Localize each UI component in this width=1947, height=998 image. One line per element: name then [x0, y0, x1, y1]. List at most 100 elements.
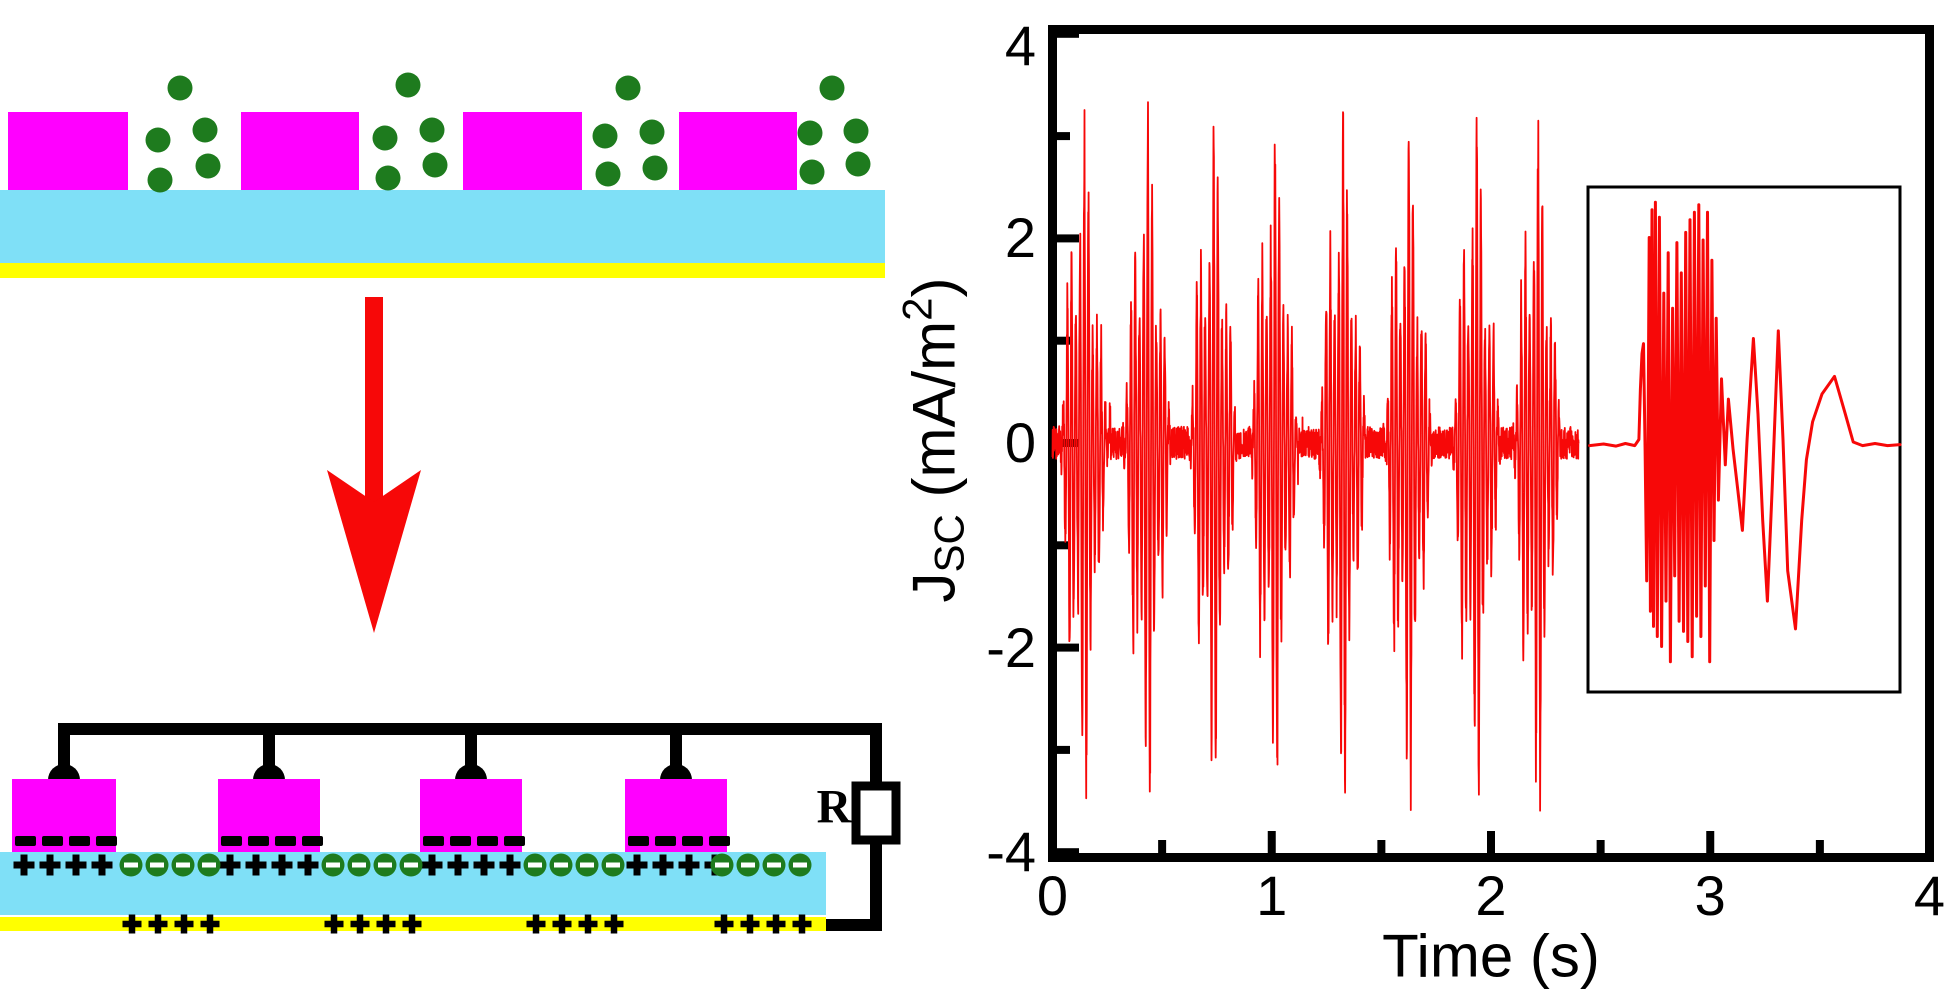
negative-charge-dash-1-3: [69, 836, 90, 846]
circuit-wire-right-upper: [870, 723, 882, 786]
negative-ion-minus-bar-14: [741, 862, 755, 868]
resistor-label: R: [816, 780, 852, 834]
positive-charge-plus-yellow-12: [604, 914, 624, 934]
positive-charge-plus-yellow-14: [740, 914, 760, 934]
negative-charge-dash-4-3: [682, 836, 703, 846]
y-axis-title: JSC (mA/m2): [893, 277, 972, 603]
positive-charge-plus-yellow-3: [174, 914, 194, 934]
positive-charge-plus-yellow-2: [148, 914, 168, 934]
particle-dot-16: [819, 75, 845, 101]
particle-dot-10: [422, 152, 448, 178]
positive-charge-plus-cyan-2: [39, 854, 61, 876]
positive-charge-plus-cyan-3: [65, 854, 87, 876]
positive-charge-plus-yellow-10: [552, 914, 572, 934]
negative-charge-dash-1-4: [96, 836, 117, 846]
circuit-wire-right-lower: [870, 840, 882, 931]
negative-ion-minus-bar-15: [767, 862, 781, 868]
positive-charge-plus-cyan-11: [473, 854, 495, 876]
positive-charge-plus-yellow-15: [766, 914, 786, 934]
positive-charge-plus-yellow-8: [402, 914, 422, 934]
positive-charge-plus-cyan-15: [678, 854, 700, 876]
positive-charge-plus-cyan-12: [499, 854, 521, 876]
particle-dot-9: [375, 165, 401, 191]
y-minor-tick-3: [1057, 132, 1070, 141]
negative-charge-dash-4-1: [628, 836, 649, 846]
particle-dot-8: [419, 117, 445, 143]
negative-ion-minus-bar-3: [176, 862, 190, 868]
x-minor-tick-2p5: [1596, 840, 1605, 853]
negative-charge-dash-1-1: [15, 836, 36, 846]
y-title-units: (mA/m: [900, 320, 968, 515]
particle-dot-1: [167, 75, 193, 101]
top-dielectric-layer: [0, 190, 885, 263]
positive-charge-plus-yellow-4: [200, 914, 220, 934]
circuit-wire-bottom: [826, 919, 882, 931]
x-tick-label-2: 2: [1475, 864, 1507, 927]
positive-charge-plus-cyan-14: [652, 854, 674, 876]
plot-bottom-spine: [1048, 853, 1934, 862]
y-major-tick--2: [1057, 643, 1079, 652]
y-tick-label-2: 2: [1004, 206, 1036, 270]
positive-charge-plus-yellow-1: [122, 914, 142, 934]
y-minor-tick-1: [1057, 336, 1070, 345]
x-minor-tick-1p5: [1377, 840, 1386, 853]
particle-dot-18: [843, 118, 869, 144]
particle-dot-4: [147, 167, 173, 193]
plot-top-spine: [1048, 25, 1934, 34]
negative-ion-minus-bar-1: [124, 862, 138, 868]
positive-charge-plus-yellow-11: [578, 914, 598, 934]
x-tick-label-0: 0: [1036, 864, 1069, 927]
y-tick-label--4: -4: [986, 820, 1036, 884]
negative-ion-minus-bar-13: [715, 862, 729, 868]
positive-charge-plus-yellow-6: [350, 914, 370, 934]
y-minor-tick--1: [1057, 541, 1070, 550]
negative-charge-dash-2-1: [221, 836, 242, 846]
positive-charge-plus-cyan-4: [91, 854, 113, 876]
negative-ion-minus-bar-7: [378, 862, 392, 868]
y-title-close-paren: ): [900, 277, 968, 298]
y-major-tick-2: [1057, 234, 1079, 243]
top-bottom-electrode-layer: [0, 263, 885, 278]
y-minor-tick--3: [1057, 745, 1070, 754]
y-major-tick-4: [1057, 29, 1079, 38]
particle-dot-11: [615, 75, 641, 101]
x-major-tick-2: [1487, 831, 1495, 853]
y-title-subscript: SC: [925, 514, 973, 573]
x-tick-label-3: 3: [1694, 864, 1726, 927]
x-major-tick-3: [1706, 831, 1715, 853]
y-tick-label--2: -2: [986, 615, 1036, 679]
y-tick-label-0: 0: [1004, 411, 1036, 474]
x-minor-tick-3p5: [1815, 840, 1824, 853]
positive-charge-plus-yellow-9: [526, 914, 546, 934]
negative-ion-minus-bar-16: [793, 862, 807, 868]
positive-charge-plus-yellow-7: [376, 914, 396, 934]
negative-ion-minus-bar-6: [352, 862, 366, 868]
particle-dot-14: [595, 161, 621, 187]
particle-dot-3: [192, 117, 218, 143]
jsc-signal-trace: [1051, 101, 1580, 812]
x-tick-label-4: 4: [1913, 864, 1946, 927]
particle-dot-7: [372, 125, 398, 151]
positive-charge-plus-cyan-5: [219, 854, 241, 876]
top-electrode-block-3: [463, 112, 582, 190]
y-title-symbol: J: [900, 572, 968, 603]
plot-right-spine: [1925, 25, 1934, 862]
transition-arrow-shaft: [365, 297, 383, 555]
top-electrode-block-4: [679, 112, 797, 190]
negative-ion-minus-bar-8: [404, 862, 418, 868]
transition-arrow-head: [327, 470, 421, 633]
negative-ion-minus-bar-9: [528, 862, 542, 868]
positive-charge-plus-yellow-13: [714, 914, 734, 934]
negative-ion-minus-bar-10: [554, 862, 568, 868]
particle-dot-15: [642, 155, 668, 181]
x-minor-tick-0p5: [1158, 840, 1167, 853]
negative-charge-dash-3-4: [504, 836, 525, 846]
x-axis-title: Time (s): [1382, 922, 1600, 990]
particle-dot-19: [799, 159, 825, 185]
y-tick-label-4: 4: [1004, 14, 1036, 77]
particle-dot-13: [639, 119, 665, 145]
positive-charge-plus-cyan-9: [421, 854, 443, 876]
negative-ion-minus-bar-12: [606, 862, 620, 868]
